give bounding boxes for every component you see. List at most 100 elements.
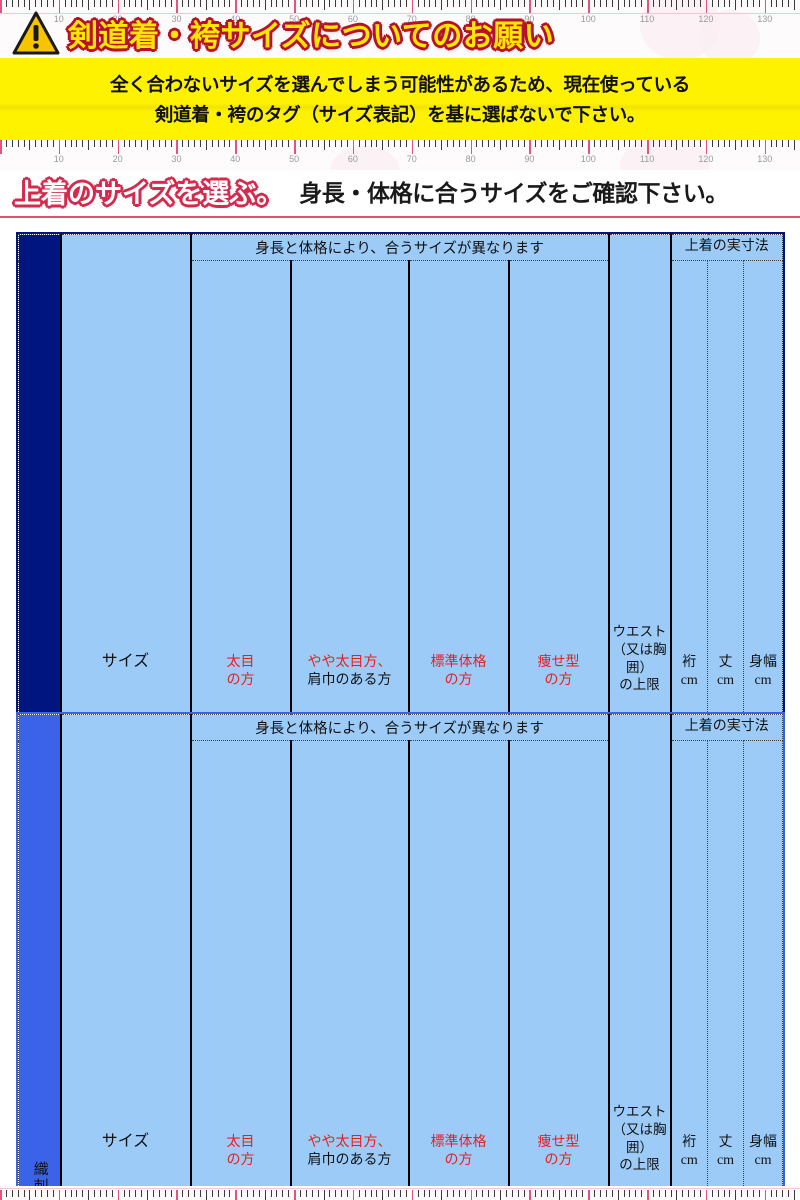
ruler-tick: [541, 140, 543, 147]
ruler-tick: [200, 1190, 201, 1197]
ruler-tick: [82, 0, 84, 7]
ruler-tick: [758, 1190, 760, 1197]
ruler-tick: [517, 0, 519, 7]
ruler-label: 20: [112, 154, 123, 164]
ruler-tick: [176, 0, 178, 14]
ruler-tick: [241, 140, 243, 147]
header-size: サイズ: [59, 714, 191, 1200]
ruler-tick: [211, 1190, 213, 1197]
ruler-tick: [252, 1190, 254, 1197]
ruler-tick: [47, 0, 49, 7]
ruler-tick: [105, 1190, 107, 1197]
ruler-tick: [17, 1190, 19, 1197]
ruler-tick: [664, 1190, 666, 1197]
ruler-tick: [782, 1190, 784, 1197]
ruler-tick: [435, 140, 437, 147]
ruler-tick: [170, 0, 172, 7]
ruler-tick: [382, 1190, 384, 1200]
ruler-tick: [652, 1190, 654, 1197]
ruler-tick: [552, 140, 554, 147]
ruler-tick: [152, 140, 154, 147]
ruler-tick: [394, 1190, 396, 1197]
ruler-tick: [400, 140, 401, 147]
ruler-label: 60: [347, 14, 358, 24]
ruler-tick: [547, 140, 549, 147]
ruler-tick: [358, 140, 360, 147]
ruler-tick: [535, 1190, 537, 1197]
ruler-tick: [600, 140, 601, 147]
ruler-tick: [494, 140, 496, 147]
ruler-tick: [347, 0, 349, 7]
top-ruler-strip: 10 20 30 40 50 60 70 80 90 100 110 120 130: [0, 0, 800, 58]
ruler-tick: [788, 140, 790, 147]
ruler-tick: [88, 1190, 90, 1200]
ruler-tick: [700, 0, 701, 7]
ruler-tick: [594, 0, 596, 7]
ruler-tick: [235, 0, 237, 14]
ruler-tick: [423, 0, 425, 7]
ruler-tick: [288, 1190, 290, 1197]
ruler-label: 70: [406, 154, 417, 164]
ruler-tick: [176, 1190, 178, 1200]
ruler-tick: [217, 0, 219, 7]
ruler-tick: [488, 140, 490, 147]
ruler-tick: [41, 140, 43, 147]
ruler-tick: [247, 0, 249, 7]
ruler-tick: [458, 1190, 460, 1197]
ruler-tick: [11, 0, 13, 7]
ruler-tick: [758, 0, 760, 7]
ruler-tick: [352, 0, 355, 14]
ruler-tick: [552, 1190, 554, 1197]
ruler-tick: [611, 1190, 613, 1197]
ruler-tick: [576, 140, 578, 147]
ruler-tick: [76, 0, 78, 7]
ruler-tick: [117, 140, 120, 154]
ruler-tick: [270, 0, 272, 7]
ruler-tick: [188, 1190, 190, 1197]
ruler-tick: [770, 140, 772, 147]
ruler-tick: [541, 1190, 543, 1197]
ruler-tick: [194, 0, 196, 7]
ruler-tick: [476, 0, 478, 7]
ruler-tick: [411, 1190, 414, 1200]
size-table-orisashi-jersey: 織刺調・紺色ジャージ上着 サイズ表サイズ身長と体格により、合うサイズが異なります…: [15, 712, 786, 1200]
ruler-tick: [735, 0, 737, 10]
ruler-tick: [694, 0, 696, 7]
ruler-tick: [770, 1190, 772, 1197]
ruler-tick: [0, 0, 2, 14]
ruler-tick: [641, 1190, 643, 1197]
ruler-tick: [611, 0, 613, 7]
ruler-tick: [64, 1190, 66, 1197]
ruler-tick: [564, 0, 566, 7]
ruler-label: 130: [757, 14, 773, 24]
ruler-tick: [794, 140, 796, 150]
ruler-label: 10: [53, 14, 64, 24]
ruler-tick: [417, 140, 419, 147]
ruler-tick: [305, 1190, 307, 1197]
ruler-tick: [482, 140, 484, 147]
warning-triangle-icon: [12, 11, 60, 55]
ruler-tick: [341, 140, 343, 147]
ruler-tick: [270, 140, 272, 147]
ruler-tick: [352, 140, 355, 154]
ruler-tick: [635, 140, 637, 147]
ruler-tick: [700, 1190, 701, 1197]
ruler-tick: [776, 1190, 778, 1197]
ruler-tick: [5, 140, 7, 147]
ruler-tick: [341, 1190, 343, 1197]
ruler-tick: [470, 1190, 473, 1200]
ruler-label: 100: [580, 154, 596, 164]
ruler-tick: [123, 0, 125, 7]
ruler-tick: [0, 140, 2, 154]
ruler-tick: [741, 1190, 743, 1197]
ruler-tick: [647, 140, 649, 154]
ruler-label: 10: [53, 154, 64, 164]
ruler-tick: [482, 1190, 484, 1197]
ruler-tick: [547, 0, 549, 7]
ruler-tick: [747, 140, 749, 147]
ruler-tick: [641, 0, 643, 7]
ruler-tick: [782, 0, 784, 7]
ruler-tick: [441, 0, 443, 10]
ruler-tick: [264, 0, 266, 10]
